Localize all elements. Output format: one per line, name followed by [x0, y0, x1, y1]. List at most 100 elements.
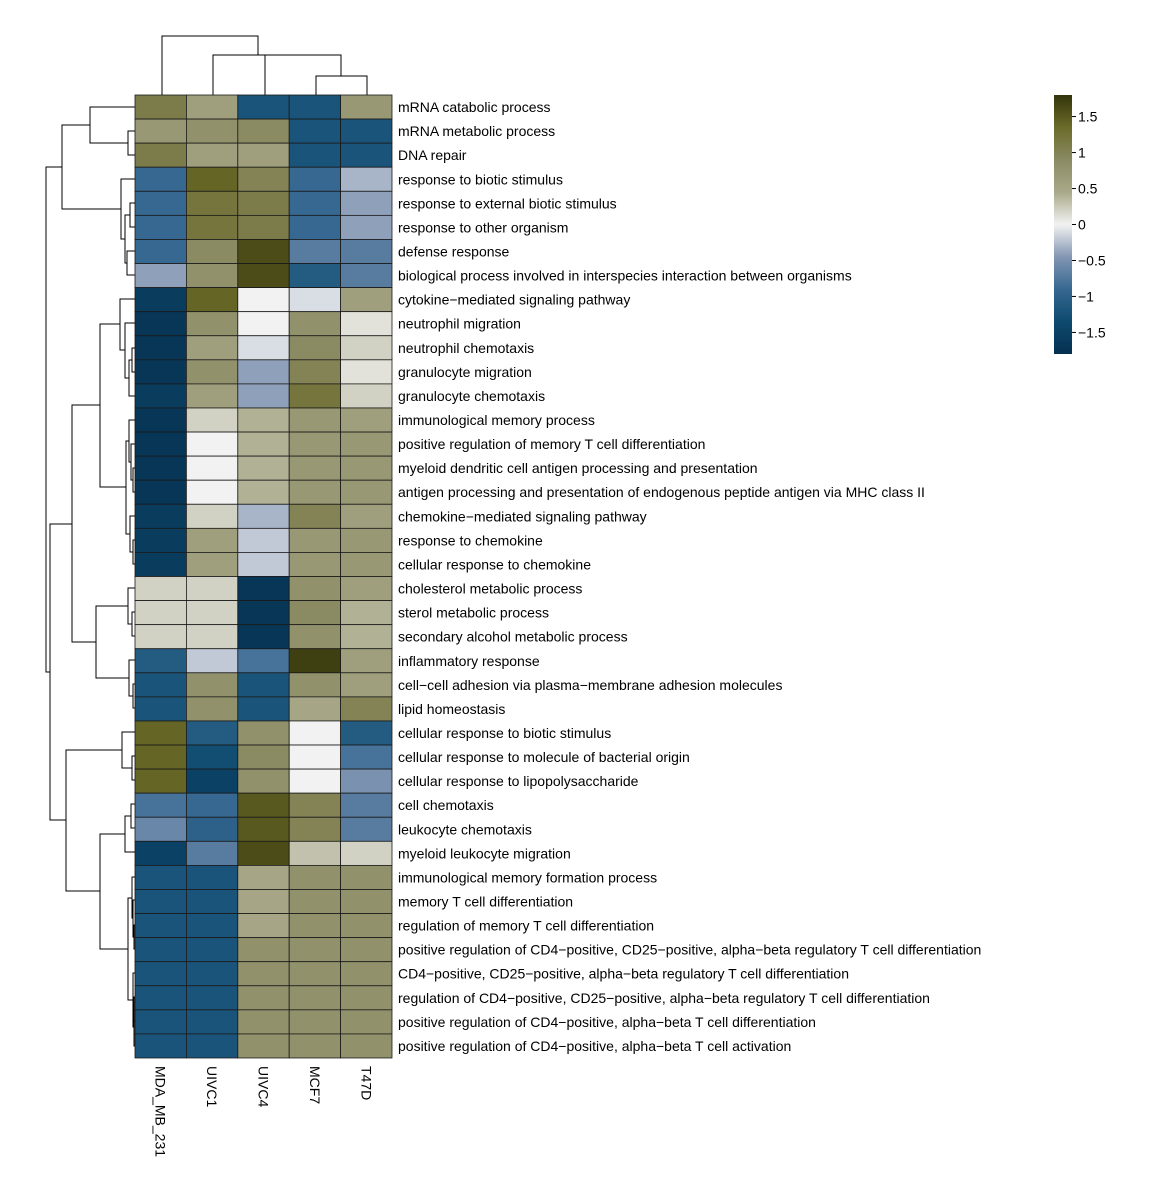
heatmap-cell [185, 696, 239, 722]
row-label: response to other organism [398, 219, 568, 235]
heatmap-cell [134, 672, 187, 698]
heatmap-cell [340, 672, 393, 698]
heatmap-cell [134, 696, 187, 722]
row-label: positive regulation of CD4−positive, alp… [398, 1014, 816, 1030]
heatmap-cell [288, 600, 342, 626]
heatmap-cell [237, 214, 290, 240]
heatmap-cell [340, 503, 393, 529]
heatmap-cell [185, 985, 239, 1011]
heatmap-cell [237, 431, 290, 457]
heatmap-cell [237, 142, 290, 168]
heatmap-cell [237, 311, 290, 337]
row-label: sterol metabolic process [398, 605, 549, 621]
row-label: regulation of memory T cell differentiat… [398, 918, 654, 934]
row-label: memory T cell differentiation [398, 894, 573, 910]
row-label: response to biotic stimulus [398, 171, 563, 187]
heatmap-cell [340, 239, 393, 264]
heatmap-cell [237, 479, 290, 505]
heatmap-cell [185, 1033, 239, 1059]
row-label: chemokine−mediated signaling pathway [398, 508, 647, 524]
heatmap-cell [237, 503, 290, 529]
heatmap-cell [288, 335, 342, 361]
heatmap-cell [340, 865, 393, 890]
heatmap-cell [134, 214, 187, 240]
row-label: response to external biotic stimulus [398, 195, 617, 211]
heatmap-cell [237, 287, 290, 313]
row-label: cholesterol metabolic process [398, 581, 582, 597]
colorbar-tick-label: −1 [1078, 288, 1094, 304]
heatmap-cell [134, 407, 187, 433]
colorbar-tick-label: 1.5 [1078, 109, 1098, 125]
heatmap-cell [237, 768, 290, 794]
heatmap-cell [185, 865, 239, 890]
heatmap-cell [340, 383, 393, 409]
row-label: myeloid dendritic cell antigen processin… [398, 460, 758, 476]
row-label: CD4−positive, CD25−positive, alpha−beta … [398, 966, 849, 982]
heatmap-cell [288, 816, 342, 842]
row-dendrogram [45, 106, 135, 1047]
row-label: neutrophil chemotaxis [398, 340, 534, 356]
heatmap-cell [237, 913, 290, 939]
heatmap-cell [134, 720, 187, 746]
colorbar-tick-label: 1 [1078, 145, 1086, 161]
colorbar-tick-label: 0.5 [1078, 181, 1098, 197]
heatmap-cell [237, 696, 290, 722]
heatmap-cell [134, 768, 187, 794]
column-dendrogram [161, 35, 368, 95]
heatmap-cell [288, 94, 342, 120]
heatmap-cell [185, 720, 239, 746]
heatmap-cell [237, 600, 290, 626]
heatmap-cell [340, 913, 393, 939]
heatmap-cell [237, 648, 290, 674]
heatmap-cell [237, 239, 290, 264]
heatmap-cell [340, 479, 393, 505]
row-label: cytokine−mediated signaling pathway [398, 292, 630, 308]
heatmap-cell [185, 889, 239, 914]
colorbar-tick-label: 0 [1078, 217, 1086, 233]
heatmap-cell [288, 672, 342, 698]
row-label: mRNA metabolic process [398, 123, 555, 139]
heatmap-cell [237, 407, 290, 433]
heatmap-cell [134, 889, 187, 914]
row-label: cellular response to biotic stimulus [398, 725, 611, 741]
heatmap-cell [288, 624, 342, 650]
heatmap-cell [134, 503, 187, 529]
row-label: myeloid leukocyte migration [398, 845, 571, 861]
row-label: antigen processing and presentation of e… [398, 484, 925, 500]
heatmap-cell [134, 961, 187, 987]
row-label: cellular response to lipopolysaccharide [398, 773, 639, 789]
heatmap-cell [288, 359, 342, 385]
column-label: UIVC4 [256, 1066, 272, 1107]
heatmap-cell [288, 311, 342, 337]
heatmap-cell [340, 166, 393, 192]
heatmap-cell [288, 263, 342, 288]
heatmap-cell [340, 1033, 393, 1059]
heatmap-cell [185, 94, 239, 120]
heatmap-cell [185, 190, 239, 216]
heatmap-cell [237, 335, 290, 361]
heatmap-cell [340, 792, 393, 818]
heatmap-cell [185, 768, 239, 794]
heatmap-cell [288, 937, 342, 963]
heatmap-cell [134, 913, 187, 939]
heatmap-cell [185, 672, 239, 698]
heatmap-cell [288, 720, 342, 746]
row-label: cellular response to molecule of bacteri… [398, 749, 690, 765]
heatmap-cell [134, 142, 187, 168]
heatmap-cell [288, 768, 342, 794]
row-label: defense response [398, 243, 510, 259]
heatmap-cell [237, 1033, 290, 1059]
heatmap-cell [288, 142, 342, 168]
heatmap-cell [134, 431, 187, 457]
heatmap-cell [237, 840, 290, 866]
row-label: biological process involved in interspec… [398, 268, 852, 284]
heatmap-cell [185, 600, 239, 626]
heatmap-cell [185, 287, 239, 313]
heatmap-cell [185, 913, 239, 939]
heatmap-cell [134, 190, 187, 216]
column-label: UIVC1 [204, 1066, 220, 1107]
heatmap-cell [134, 359, 187, 385]
heatmap-cell [134, 383, 187, 409]
row-label: cellular response to chemokine [398, 556, 591, 572]
heatmap-cell [340, 94, 393, 120]
